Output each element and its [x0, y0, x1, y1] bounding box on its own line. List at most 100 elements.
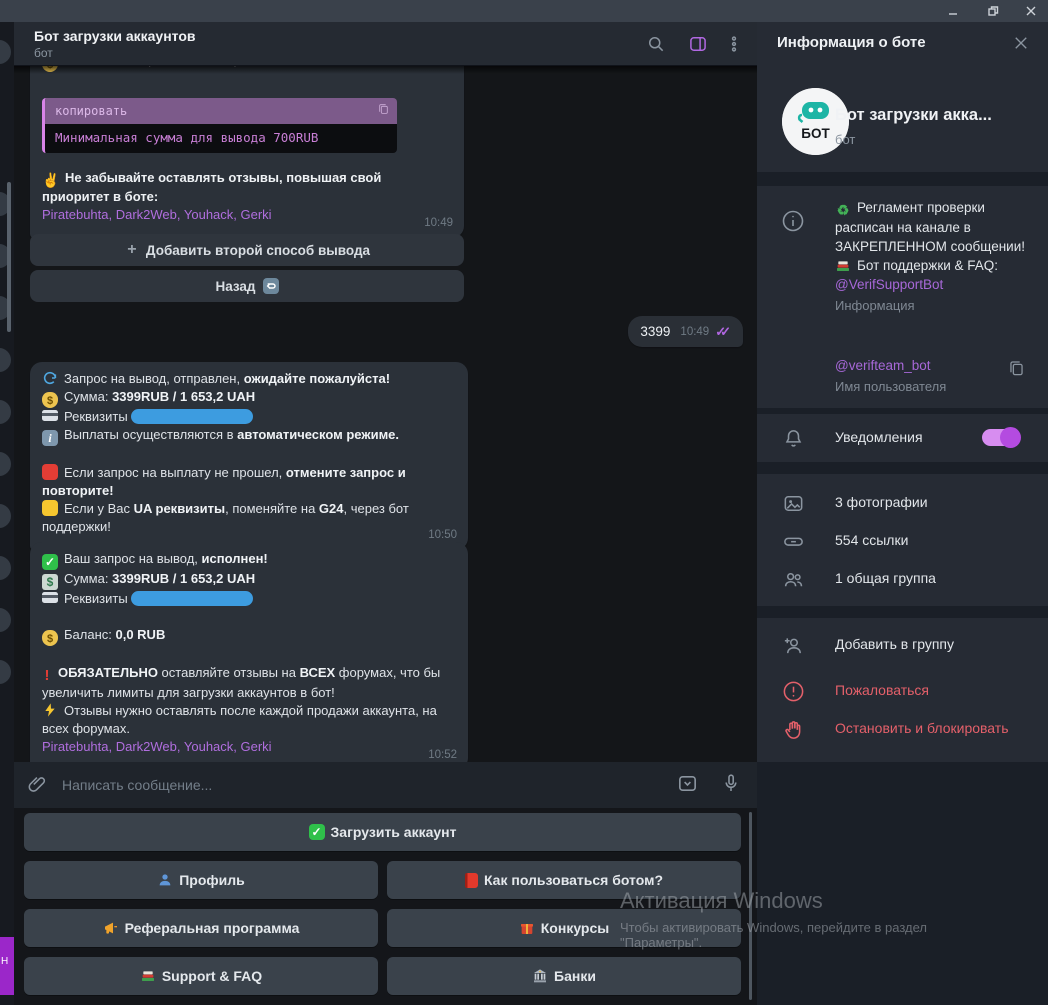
bot-username-link[interactable]: @verifteam_bot [835, 358, 931, 373]
bot-name: Бот загрузки акка... [835, 106, 992, 124]
moneybag-emoji [42, 392, 58, 408]
kb-upload-account-button[interactable]: Загрузить аккаунт [24, 813, 741, 851]
moneybag-emoji [42, 630, 58, 646]
minimize-button[interactable] [936, 0, 970, 22]
red-book-emoji [464, 872, 478, 888]
toggle-sidebar-button[interactable] [686, 32, 710, 56]
common-group-row[interactable]: 1 общая группа [835, 570, 936, 586]
group-icon [780, 566, 806, 592]
close-icon [1026, 6, 1036, 16]
bank-emoji [532, 968, 548, 984]
message-input[interactable] [60, 770, 504, 800]
notifications-panel: Уведомления [757, 414, 1048, 462]
message-line: Баланс: 3 399,0 RUB / 1 653,2 UAH [42, 66, 452, 72]
kb-support-button[interactable]: Support & FAQ [24, 957, 378, 995]
read-checks-icon [715, 324, 731, 340]
kb-contests-button[interactable]: Конкурсы [387, 909, 741, 947]
message-time: 10:49 [424, 217, 453, 229]
bot-status: бот [835, 132, 856, 147]
add-withdraw-method-button[interactable]: Добавить второй способ вывода [30, 234, 464, 266]
media-panel: 3 фотографии 554 ссылки 1 общая группа [757, 474, 1048, 606]
close-window-button[interactable] [1014, 0, 1048, 22]
avatar [0, 556, 11, 580]
links-icon [780, 528, 806, 554]
close-sidebar-button[interactable] [1012, 34, 1030, 52]
message-list[interactable]: Баланс: 3 399,0 RUB / 1 653,2 UAH копиро… [14, 66, 757, 762]
green-check-emoji [42, 554, 58, 570]
sidebar-toggle-icon [690, 37, 706, 51]
chat-list-scrollbar[interactable] [7, 182, 11, 332]
forum-links[interactable]: Piratebuhta, Dark2Web, Youhack, Gerki [42, 739, 272, 754]
restore-button[interactable] [976, 0, 1010, 22]
kb-howto-button[interactable]: Как пользоваться ботом? [387, 861, 741, 899]
info-circle-icon [780, 208, 806, 234]
avatar [0, 40, 11, 64]
avatar [0, 452, 11, 476]
bot-keyboard-button[interactable] [676, 772, 699, 795]
search-button[interactable] [644, 32, 668, 56]
photos-row[interactable]: 3 фотографии [835, 494, 928, 510]
green-check-emoji [308, 824, 325, 840]
microphone-icon [725, 774, 737, 791]
search-icon [649, 37, 664, 52]
support-bot-link[interactable]: @VerifSupportBot [835, 277, 944, 292]
keyboard-scrollbar[interactable] [749, 812, 752, 1000]
report-icon [780, 678, 806, 704]
attach-button[interactable] [26, 773, 48, 795]
kb-referral-button[interactable]: Реферальная программа [24, 909, 378, 947]
links-row[interactable]: 554 ссылки [835, 532, 909, 548]
report-button[interactable]: Пожаловаться [835, 682, 930, 698]
close-icon [1015, 37, 1027, 49]
credit-card-emoji [42, 410, 58, 421]
outgoing-time: 10:49 [680, 325, 710, 338]
bell-icon [780, 425, 806, 451]
gift-emoji [519, 920, 535, 936]
bot-message-done: Ваш запрос на вывод, исполнен! Сумма: 33… [30, 542, 468, 762]
block-button[interactable]: Остановить и блокировать [835, 720, 1009, 736]
avatar [0, 244, 11, 268]
minimize-icon [949, 13, 957, 15]
robot-avatar-icon: БОТ [782, 88, 849, 155]
kebab-menu-icon [731, 36, 737, 52]
avatar [0, 608, 11, 632]
notifications-label: Уведомления [835, 429, 923, 445]
menu-button[interactable] [722, 32, 746, 56]
refresh-emoji [42, 370, 58, 386]
copy-code-button[interactable] [377, 102, 390, 115]
outgoing-message: 3399 10:49 [628, 316, 743, 347]
back-button[interactable]: Назад [30, 270, 464, 302]
composer-bar [14, 762, 757, 808]
copy-username-button[interactable] [1007, 358, 1026, 377]
voice-message-button[interactable] [720, 772, 742, 794]
chat-column: Бот загрузки аккаунтов бот Баланс: 3 399… [14, 22, 757, 1005]
sidebar-title: Информация о боте [777, 34, 926, 51]
svg-text:БОТ: БОТ [801, 126, 830, 141]
bot-keyboard-icon [679, 775, 696, 792]
redacted-requisites [130, 409, 253, 424]
add-to-group-button[interactable]: Добавить в группу [835, 636, 954, 652]
restore-icon [988, 6, 999, 16]
info-label: Информация [835, 298, 915, 313]
kb-banks-button[interactable]: Банки [387, 957, 741, 995]
bot-avatar[interactable]: БОТ [782, 88, 849, 155]
username-label: Имя пользователя [835, 379, 947, 394]
selected-chat-item[interactable]: Н [0, 937, 14, 995]
moneybag-emoji [42, 66, 58, 72]
lightning-emoji [42, 702, 58, 718]
chat-list-sliver[interactable]: Н [0, 22, 14, 1005]
sidebar-info-panel: Регламент проверки расписан на канале в … [757, 186, 1048, 408]
code-copy-label: копировать [55, 104, 128, 118]
notifications-toggle[interactable] [982, 427, 1021, 448]
code-block[interactable]: копировать Минимальная сумма для вывода … [42, 98, 397, 153]
chat-header[interactable]: Бот загрузки аккаунтов бот [14, 22, 757, 66]
forum-links[interactable]: Piratebuhta, Dark2Web, Youhack, Gerki [42, 207, 272, 222]
chat-subtitle: бот [34, 46, 53, 60]
actions-panel: Добавить в группу Пожаловаться Остановит… [757, 618, 1048, 762]
credit-card-emoji [42, 592, 58, 603]
copy-icon [1010, 361, 1023, 376]
person-emoji [157, 872, 173, 888]
kb-profile-button[interactable]: Профиль [24, 861, 378, 899]
megaphone-emoji [103, 920, 119, 936]
photos-icon [780, 490, 806, 516]
block-hand-icon [780, 716, 806, 742]
